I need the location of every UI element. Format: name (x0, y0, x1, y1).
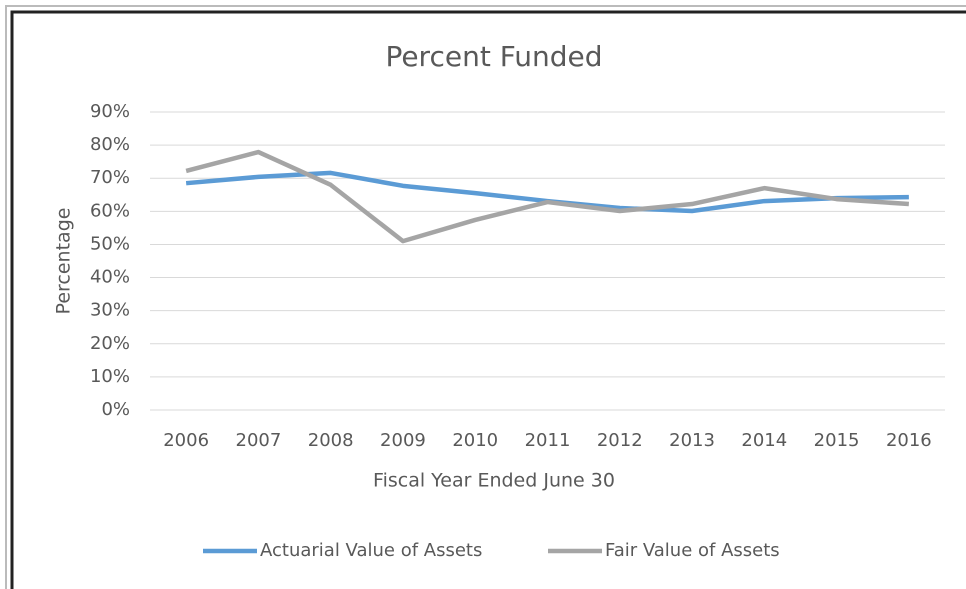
y-tick-label: 0% (101, 399, 130, 420)
x-tick-label: 2010 (452, 430, 498, 451)
legend-label: Actuarial Value of Assets (260, 540, 482, 561)
y-tick-label: 30% (90, 300, 130, 321)
y-axis-label: Percentage (53, 208, 75, 315)
y-tick-label: 80% (90, 134, 130, 155)
y-tick-label: 50% (90, 233, 130, 254)
legend-label: Fair Value of Assets (605, 540, 780, 561)
y-tick-label: 90% (90, 101, 130, 122)
x-axis-label: Fiscal Year Ended June 30 (373, 470, 615, 492)
x-tick-label: 2006 (163, 430, 209, 451)
x-tick-label: 2007 (236, 430, 282, 451)
y-tick-label: 10% (90, 366, 130, 387)
x-tick-label: 2009 (380, 430, 426, 451)
x-tick-label: 2015 (814, 430, 860, 451)
series-line (185, 149, 910, 244)
x-tick-label: 2011 (525, 430, 571, 451)
x-tick-label: 2014 (741, 430, 787, 451)
x-tick-label: 2016 (886, 430, 932, 451)
y-tick-label: 70% (90, 167, 130, 188)
y-tick-label: 60% (90, 200, 130, 221)
x-tick-label: 2008 (308, 430, 354, 451)
y-tick-label: 40% (90, 267, 130, 288)
frame-shadow (5, 5, 966, 589)
x-tick-label: 2013 (669, 430, 715, 451)
frame (10, 10, 966, 589)
x-tick-label: 2012 (597, 430, 643, 451)
y-tick-label: 20% (90, 333, 130, 354)
chart-title: Percent Funded (385, 40, 602, 73)
